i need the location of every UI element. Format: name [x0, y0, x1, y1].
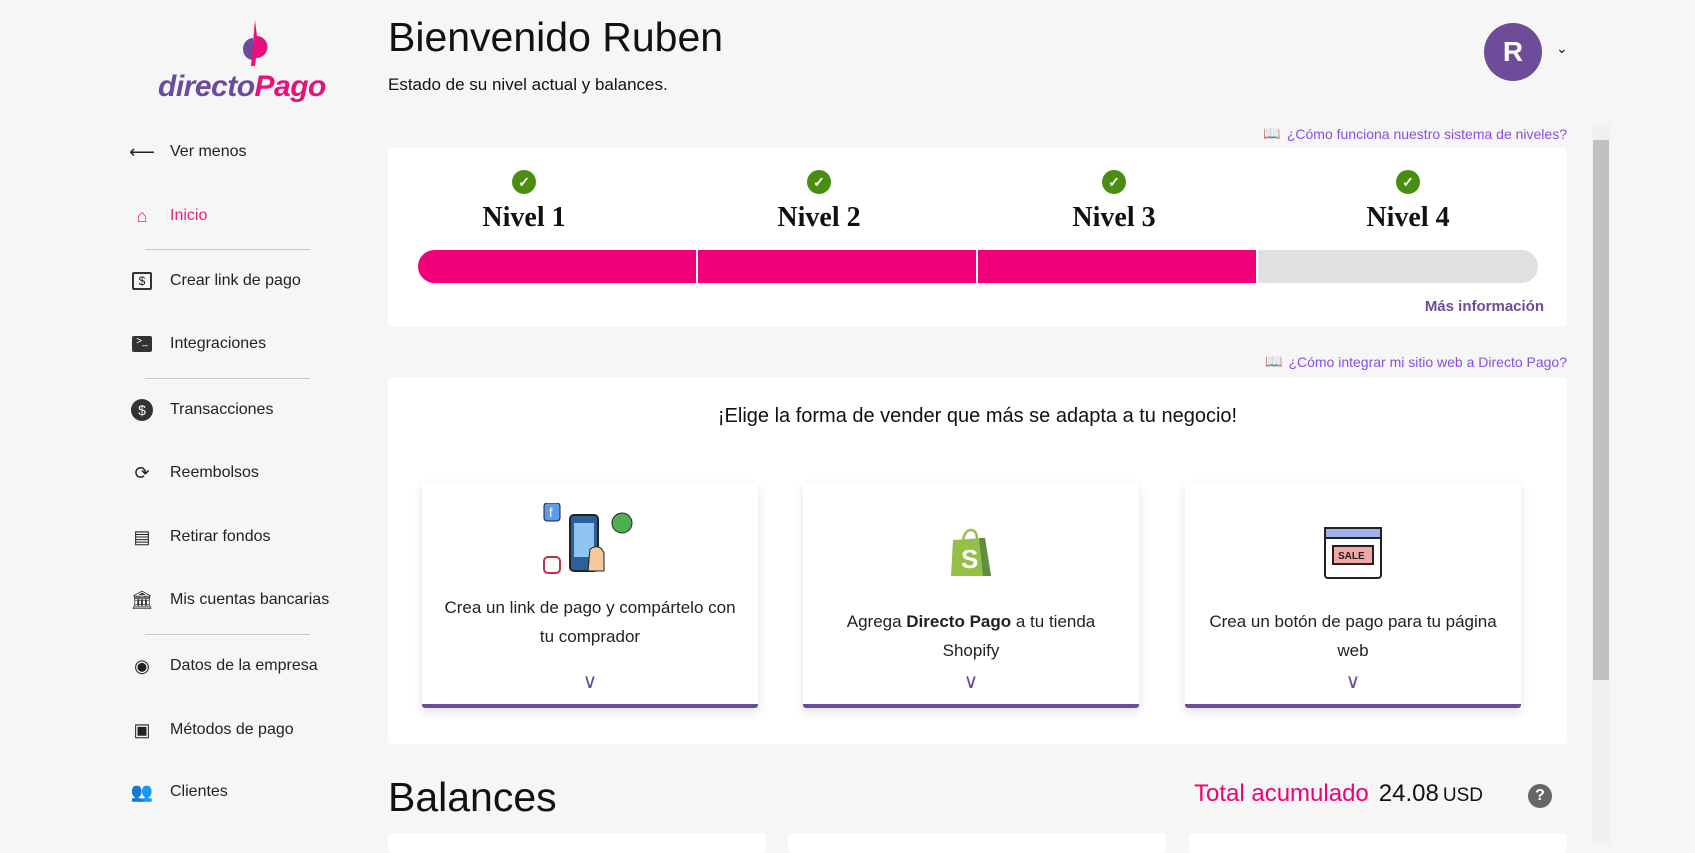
scrollbar-thumb[interactable] — [1593, 140, 1609, 680]
avatar[interactable]: R — [1484, 23, 1542, 81]
integration-help-link[interactable]: 📖 ¿Cómo integrar mi sitio web a Directo P… — [1265, 353, 1567, 370]
check-badge-icon: ✓ — [1396, 170, 1420, 194]
sidebar-item-label: Transacciones — [170, 401, 274, 418]
balance-card — [788, 833, 1166, 853]
level-progress-bar — [418, 250, 1538, 283]
logo-text: directoPago — [158, 70, 326, 103]
sell-heading: ¡Elige la forma de vender que más se ada… — [717, 405, 1238, 427]
sell-options-card: ¡Elige la forma de vender que más se ada… — [388, 377, 1567, 744]
sale-webpage-icon: SALE — [1185, 513, 1521, 593]
page-subtitle: Estado de su nivel actual y balances. — [388, 75, 668, 94]
money-bill-icon: $ — [132, 272, 152, 290]
level-label: Nivel 2 — [777, 202, 861, 233]
divider — [145, 378, 310, 379]
sidebar-item-datos-empresa[interactable]: ◉ Datos de la empresa — [128, 651, 318, 681]
sidebar-item-inicio[interactable]: ⌂ Inicio — [128, 201, 208, 231]
level-label: Nivel 3 — [1072, 202, 1156, 233]
book-icon: 📖 — [1263, 125, 1281, 141]
check-badge-icon: ✓ — [1102, 170, 1126, 194]
svg-text:SALE: SALE — [1338, 551, 1365, 562]
sidebar-item-metodos-pago[interactable]: ▣ Métodos de pago — [128, 715, 294, 745]
total-accumulated: Total acumulado 24.08 USD — [1194, 780, 1483, 808]
levels-help-link[interactable]: 📖 ¿Cómo funciona nuestro sistema de nivel… — [1263, 125, 1567, 142]
level-progress-segment — [698, 250, 978, 283]
payment-button-option[interactable]: SALE Crea un botón de pago para tu págin… — [1185, 483, 1521, 708]
level-1: ✓ Nivel 1 — [424, 170, 624, 234]
dollar-circle-icon: $ — [128, 399, 156, 421]
page-title: Bienvenido Ruben — [388, 14, 724, 60]
sidebar-item-label: Crear link de pago — [170, 272, 301, 289]
check-badge-icon: ✓ — [807, 170, 831, 194]
book-icon: 📖 — [1265, 353, 1283, 369]
balance-card — [1189, 833, 1567, 853]
levels-help-text: ¿Cómo funciona nuestro sistema de nivele… — [1286, 125, 1567, 142]
collapse-label: Ver menos — [170, 143, 247, 160]
bank-icon: 🏛 — [130, 589, 154, 610]
level-4: ✓ Nivel 4 — [1308, 170, 1508, 234]
sidebar-item-retirar-fondos[interactable]: ▤ Retirar fondos — [128, 522, 271, 552]
shopify-option[interactable]: S Agrega Directo Pago a tu tienda Shopif… — [803, 483, 1139, 708]
logo-mark-icon — [243, 20, 268, 66]
sidebar-item-label: Retirar fondos — [170, 528, 271, 545]
users-icon: 👥 — [130, 781, 154, 802]
sidebar-item-label: Inicio — [170, 207, 208, 224]
levels-card: ✓ Nivel 1 ✓ Nivel 2 ✓ Nivel 3 ✓ Nivel 4 Más … — [388, 148, 1567, 327]
chevron-down-icon[interactable]: ⌄ — [1556, 40, 1568, 56]
payment-icon: ▣ — [133, 719, 151, 740]
sidebar-item-label: Reembolsos — [170, 464, 259, 481]
level-progress-segment — [418, 250, 698, 283]
phone-social-illustration-icon: f — [422, 503, 758, 583]
divider — [145, 249, 310, 250]
payment-link-option[interactable]: f Crea un link de pago y compártelo con … — [422, 483, 758, 708]
sidebar-item-label: Métodos de pago — [170, 721, 294, 738]
chevron-down-icon[interactable]: ∨ — [582, 671, 598, 693]
home-icon: ⌂ — [136, 205, 148, 226]
svg-text:S: S — [961, 544, 978, 574]
level-progress-segment — [978, 250, 1258, 283]
integration-help-text: ¿Cómo integrar mi sitio web a Directo Pa… — [1288, 353, 1567, 370]
level-2: ✓ Nivel 2 — [719, 170, 919, 234]
option-text: Crea un botón de pago para tu página web — [1209, 612, 1497, 660]
collapse-sidebar-button[interactable]: ⟵ Ver menos — [128, 137, 246, 167]
chevron-down-icon[interactable]: ∨ — [1345, 671, 1361, 693]
balances-title: Balances — [388, 774, 557, 820]
refresh-icon: ⟳ — [134, 462, 150, 483]
level-3: ✓ Nivel 3 — [1014, 170, 1214, 234]
user-circle-icon: ◉ — [134, 655, 150, 676]
sidebar-item-label: Datos de la empresa — [170, 657, 318, 674]
more-info-link[interactable]: Más información — [1424, 298, 1544, 315]
arrow-left-icon: ⟵ — [129, 141, 155, 162]
sidebar-item-label: Clientes — [170, 783, 228, 800]
level-label: Nivel 1 — [482, 202, 566, 233]
option-text: Crea un link de pago y compártelo con tu… — [444, 598, 736, 646]
divider — [145, 634, 310, 635]
svg-text:f: f — [549, 505, 553, 520]
sidebar-item-integraciones[interactable]: >_ Integraciones — [128, 329, 266, 359]
help-icon[interactable]: ? — [1528, 784, 1552, 808]
check-badge-icon: ✓ — [512, 170, 536, 194]
level-label: Nivel 4 — [1366, 202, 1450, 233]
sidebar-item-transacciones[interactable]: $ Transacciones — [128, 395, 273, 425]
balance-card — [388, 833, 766, 853]
total-value: 24.08 — [1378, 780, 1439, 807]
total-currency: USD — [1442, 785, 1483, 806]
total-label: Total acumulado — [1194, 780, 1369, 807]
sidebar-item-reembolsos[interactable]: ⟳ Reembolsos — [128, 458, 259, 488]
chevron-down-icon[interactable]: ∨ — [963, 671, 979, 693]
shopify-icon: S — [803, 513, 1139, 593]
logo[interactable]: directoPago — [150, 14, 326, 104]
terminal-icon: >_ — [132, 336, 152, 352]
scrollbar[interactable] — [1592, 124, 1610, 844]
sidebar-item-label: Mis cuentas bancarias — [170, 591, 330, 608]
sidebar-item-clientes[interactable]: 👥 Clientes — [128, 777, 228, 807]
option-text: Agrega Directo Pago a tu tienda Shopify — [846, 612, 1096, 660]
sidebar-item-crear-link[interactable]: $ Crear link de pago — [128, 266, 301, 296]
sidebar-item-label: Integraciones — [170, 335, 267, 352]
sidebar-item-cuentas-bancarias[interactable]: 🏛 Mis cuentas bancarias — [128, 585, 330, 615]
receipt-icon: ▤ — [133, 526, 151, 547]
